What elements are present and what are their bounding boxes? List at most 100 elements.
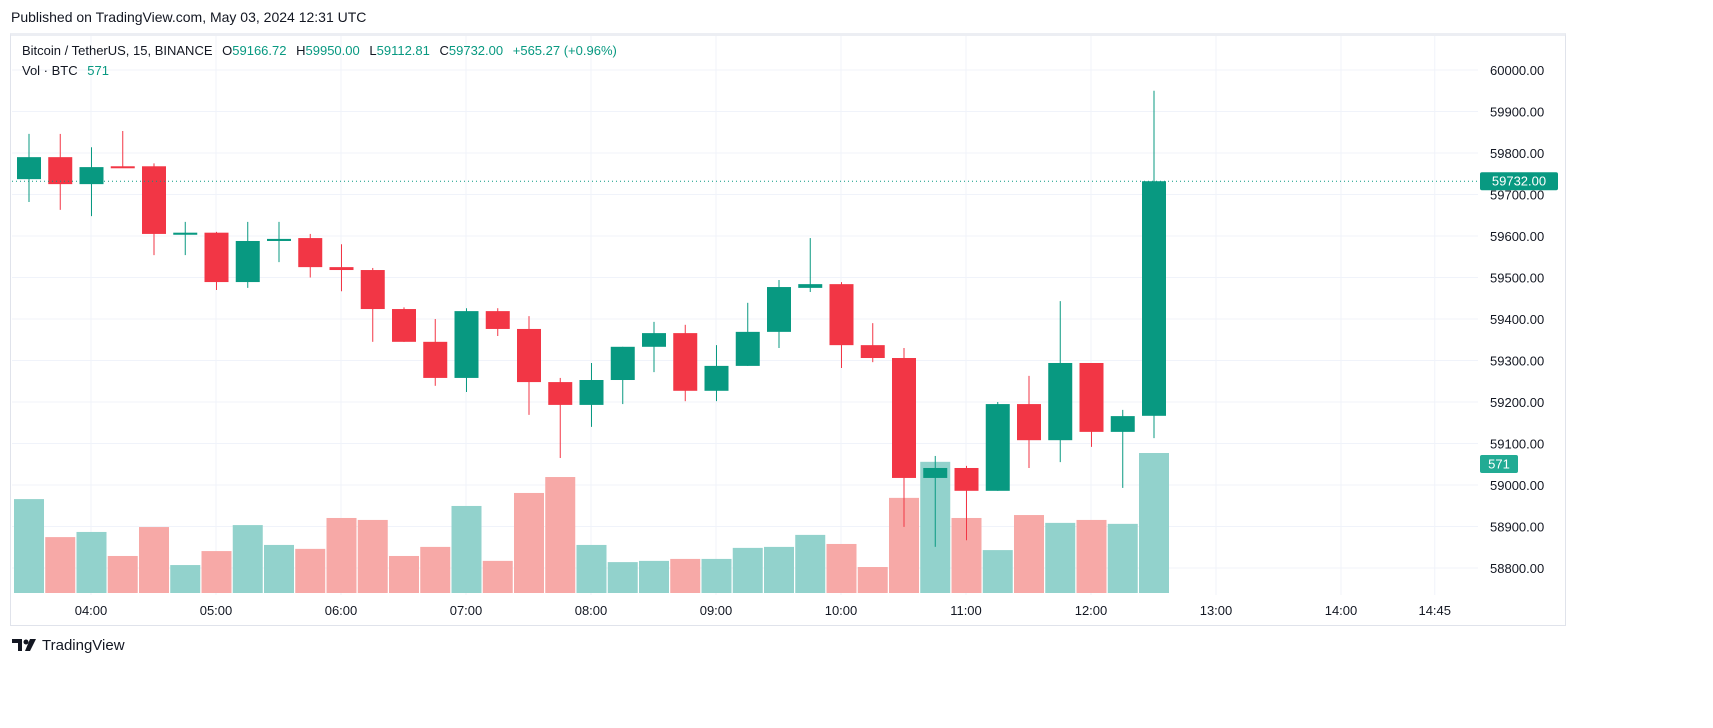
last-volume-badge [1480,455,1518,473]
candle-body [204,232,229,283]
volume-bar [1014,515,1044,593]
x-tick-label: 13:00 [1200,603,1233,618]
x-tick-label: 07:00 [450,603,483,618]
low-value: 59112.81 [376,43,430,58]
volume-bar [451,505,482,593]
candle-body [767,287,791,332]
candle-body [423,341,448,378]
volume-bar [389,555,419,593]
volume-bar [514,492,544,593]
last-price-badge [1480,172,1558,191]
volume-bar [45,537,76,593]
candle-body [360,270,385,310]
candle-body [673,333,698,391]
candle-body [173,232,198,235]
y-tick-label: 59500.00 [1490,271,1544,286]
y-tick-label: 59300.00 [1490,354,1544,369]
candle-body [1017,404,1041,441]
volume-bar [576,544,607,593]
chart-legend: Bitcoin / TetherUS, 15, BINANCE O59166.7… [22,41,623,81]
candle-body [454,311,479,378]
candle-body [17,157,41,180]
tradingview-logo[interactable]: TradingView [12,637,125,654]
x-tick-label: 05:00 [200,603,233,618]
tradingview-logo-icon [12,638,36,651]
candle-body [642,333,666,347]
x-tick-label: 14:00 [1325,603,1358,618]
high-label: H [296,43,306,58]
last-volume-label: 571 [1488,457,1510,472]
open-label: O [222,43,233,58]
candle-body [517,328,541,383]
candle-body [954,467,979,491]
y-tick-label: 60000.00 [1490,63,1544,78]
candle-body [579,380,604,405]
low-label: L [369,43,377,58]
candle-body [392,309,416,342]
candle-body [110,166,135,169]
symbol-title[interactable]: Bitcoin / TetherUS, 15, BINANCE [22,43,213,58]
candle-body [860,345,885,359]
volume-bar [826,543,857,593]
volume-bar [670,558,701,593]
candle-body [1048,362,1073,441]
volume-bar [1107,523,1138,593]
chart-frame [10,33,1566,626]
y-tick-label: 59600.00 [1490,229,1544,244]
volume-bar [420,546,451,593]
candle-body [735,331,760,366]
volume-bar [326,517,357,593]
x-tick-label: 04:00 [75,603,108,618]
high-value: 59950.00 [305,43,360,58]
candle-body [985,404,1010,491]
candle-body [923,467,948,478]
y-tick-label: 59700.00 [1490,188,1544,203]
candle-body [1142,181,1166,416]
candle-body [267,238,291,241]
candle-body [1110,416,1135,432]
volume-bar [107,555,138,593]
volume-bar [639,560,669,593]
volume-bar [732,547,763,593]
last-price-label: 59732.00 [1492,174,1546,189]
volume-bar [982,550,1013,593]
y-tick-label: 59100.00 [1490,437,1544,452]
volume-bar [357,519,388,593]
volume-bar [1076,519,1107,593]
change-value: +565.27 (+0.96%) [512,43,617,58]
x-tick-label: 09:00 [700,603,733,618]
y-tick-label: 59000.00 [1490,478,1544,493]
volume-label[interactable]: Vol · BTC [22,63,78,78]
logo-text: TradingView [42,637,125,654]
x-tick-label: 06:00 [325,603,358,618]
volume-bar [264,544,294,593]
volume-bar [795,534,826,593]
volume-bar [607,562,638,593]
y-tick-label: 59800.00 [1490,146,1544,161]
x-tick-label: 14:45 [1418,603,1451,618]
volume-bar [232,525,263,593]
volume-bar [295,548,326,593]
volume-bar [482,560,513,593]
volume-bar [170,565,201,593]
volume-bar [201,551,232,593]
volume-bar [764,546,794,593]
volume-bar [857,567,888,593]
volume-bar [139,527,169,593]
close-value: 59732.00 [448,43,504,58]
candle-body [1079,362,1104,432]
candle-body [704,365,729,391]
candle-body [48,157,73,185]
candle-body [548,382,573,405]
close-label: C [439,43,449,58]
candle-body [829,284,854,346]
volume-bar [545,477,576,593]
published-caption: Published on TradingView.com, May 03, 20… [11,9,367,25]
candle-body [79,167,104,185]
x-tick-label: 10:00 [825,603,858,618]
y-tick-label: 58800.00 [1490,561,1544,576]
candle-body [235,240,260,283]
y-tick-label: 59400.00 [1490,312,1544,327]
candle-body [329,267,354,271]
